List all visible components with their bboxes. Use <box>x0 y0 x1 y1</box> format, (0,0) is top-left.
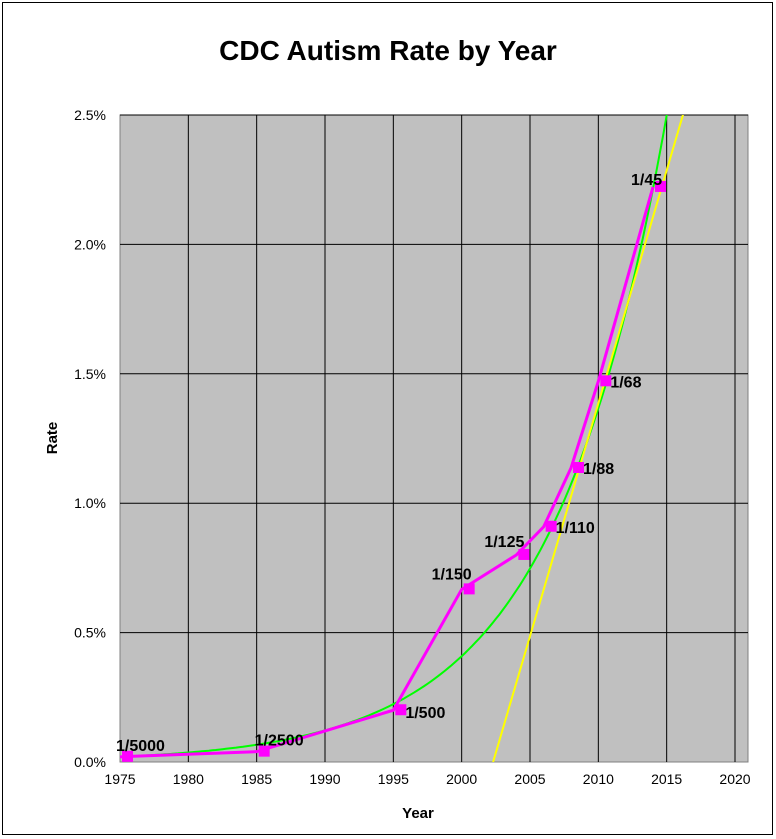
x-tick-label: 1975 <box>104 771 135 787</box>
exponential-trendline <box>120 115 668 758</box>
x-axis-label: Year <box>402 805 434 822</box>
data-point-marker <box>573 462 584 474</box>
data-label: 1/68 <box>610 374 641 391</box>
data-label: 1/5000 <box>116 738 165 755</box>
data-label: 1/150 <box>432 566 472 583</box>
x-tick-label: 1985 <box>241 771 272 787</box>
data-point-marker <box>258 745 270 757</box>
x-tick-label: 2010 <box>583 771 614 787</box>
x-tick-label: 1995 <box>378 771 409 787</box>
data-point-marker <box>463 583 475 595</box>
linear-trendline <box>492 115 684 762</box>
x-tick-label: 1990 <box>309 771 340 787</box>
y-tick-label: 0.0% <box>74 754 106 770</box>
data-label: 1/110 <box>556 520 595 537</box>
x-tick-label: 2005 <box>514 771 545 787</box>
data-point-marker <box>395 704 407 716</box>
chart-title: CDC Autism Rate by Year <box>219 35 557 66</box>
y-axis-label: Rate <box>44 422 61 455</box>
x-tick-label: 2020 <box>719 771 750 787</box>
x-tick-label: 2000 <box>446 771 477 787</box>
y-tick-label: 0.5% <box>74 625 106 641</box>
data-series-line <box>119 186 655 759</box>
data-point-marker <box>545 520 557 532</box>
y-tick-label: 2.5% <box>74 107 106 123</box>
data-label: 1/88 <box>583 461 614 478</box>
data-label: 1/125 <box>484 534 524 551</box>
data-point-marker <box>655 180 666 192</box>
data-label: 1/2500 <box>255 733 304 750</box>
x-tick-label: 1980 <box>173 771 204 787</box>
y-tick-label: 1.0% <box>74 495 106 511</box>
y-tick-label: 2.0% <box>74 236 106 252</box>
data-point-marker <box>600 375 612 387</box>
data-label: 1/500 <box>405 705 445 722</box>
y-tick-label: 1.5% <box>74 366 106 382</box>
data-label: 1/45 <box>631 172 662 189</box>
data-point-marker <box>122 750 133 762</box>
data-point-marker <box>518 548 530 560</box>
x-tick-label: 2015 <box>651 771 682 787</box>
